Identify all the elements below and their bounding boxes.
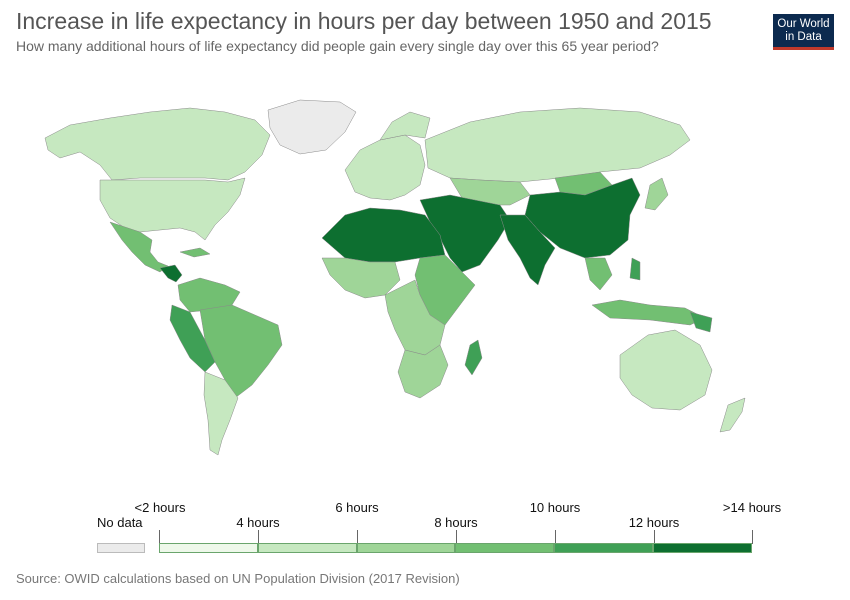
legend-tick [357, 530, 358, 544]
legend-bin-3[interactable] [455, 543, 555, 553]
region-greenland [267, 99, 357, 155]
legend-tick [555, 530, 556, 544]
legend-no-data-swatch[interactable] [97, 543, 145, 553]
world-map[interactable] [0, 70, 850, 470]
region-east-africa [414, 254, 476, 326]
legend-no-data-label: No data [97, 515, 143, 530]
region-south-asia [499, 214, 556, 286]
legend-label-8: 8 hours [434, 515, 478, 530]
region-japan [644, 177, 669, 211]
legend-bin-0[interactable] [159, 543, 258, 553]
region-mexico [109, 221, 169, 273]
region-philippines [629, 257, 641, 281]
region-indonesia [591, 299, 706, 326]
legend-label-12: 12 hours [628, 515, 680, 530]
legend-label-6: 6 hours [335, 500, 379, 515]
region-southern-africa [397, 344, 449, 399]
legend-tick [752, 530, 753, 544]
region-australia [619, 329, 713, 411]
legend-label-gt14: >14 hours [722, 500, 782, 515]
chart-title: Increase in life expectancy in hours per… [16, 8, 712, 34]
legend-bin-1[interactable] [257, 543, 357, 553]
logo-line-1: Our World [777, 18, 830, 30]
region-southeast-asia [584, 257, 613, 291]
legend-tick [654, 530, 655, 544]
region-scandinavia [379, 111, 431, 141]
legend-label-lt2: <2 hours [134, 500, 186, 515]
region-madagascar [464, 339, 483, 376]
region-canada [44, 107, 271, 181]
region-north-africa [321, 207, 446, 263]
region-europe [344, 134, 426, 201]
owid-logo[interactable]: Our World in Data [773, 14, 834, 50]
legend-bin-4[interactable] [554, 543, 653, 553]
region-new-zealand [719, 397, 746, 433]
legend-bin-5[interactable] [653, 543, 752, 553]
region-southern-cone [203, 371, 239, 456]
region-png [689, 311, 713, 333]
logo-line-2: in Data [785, 31, 822, 43]
region-china [524, 177, 641, 259]
legend-label-10: 10 hours [529, 500, 581, 515]
legend-tick [456, 530, 457, 544]
legend-tick [159, 530, 160, 544]
legend-label-4: 4 hours [236, 515, 280, 530]
region-russia [424, 107, 691, 183]
region-caribbean [179, 247, 211, 258]
source-note: Source: OWID calculations based on UN Po… [16, 571, 460, 586]
legend-tick [258, 530, 259, 544]
legend-bin-2[interactable] [356, 543, 456, 553]
chart-subtitle: How many additional hours of life expect… [16, 38, 659, 54]
region-central-america [159, 264, 183, 283]
region-west-africa [321, 257, 401, 299]
